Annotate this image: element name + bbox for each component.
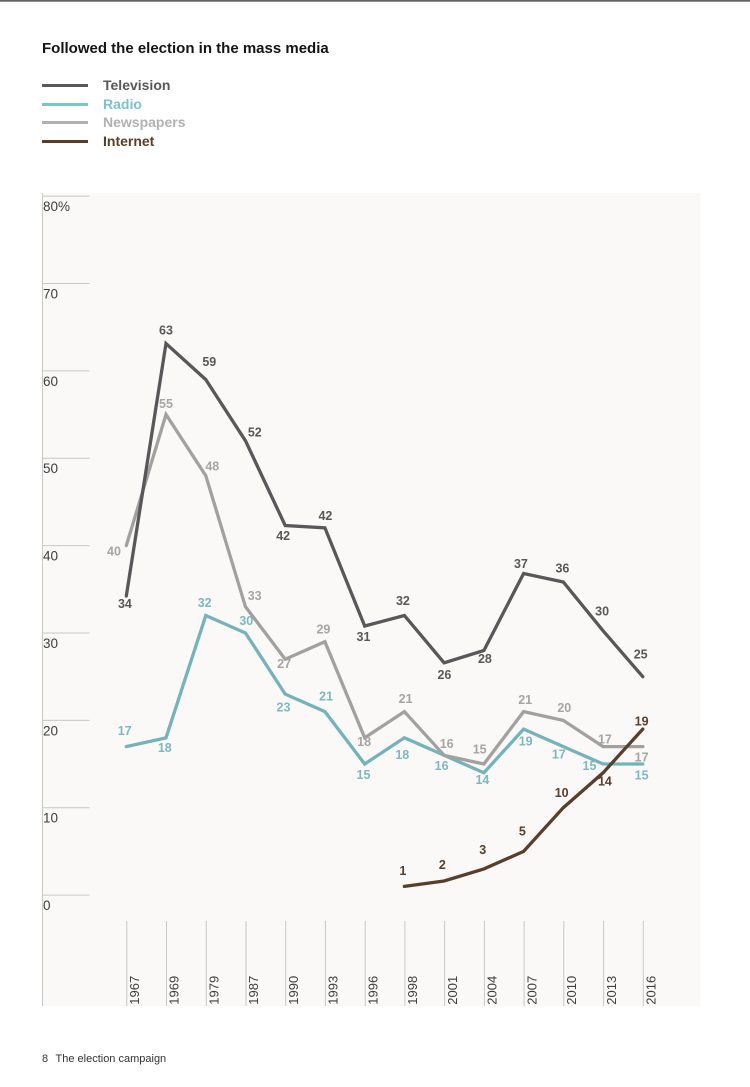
svg-text:1990: 1990 [286, 976, 301, 1005]
svg-text:18: 18 [395, 748, 409, 762]
svg-text:31: 31 [357, 630, 371, 644]
svg-text:34: 34 [118, 597, 132, 611]
svg-text:1979: 1979 [207, 976, 222, 1005]
svg-text:37: 37 [514, 557, 528, 571]
svg-text:17: 17 [598, 733, 612, 747]
svg-text:10: 10 [43, 811, 58, 826]
svg-text:1998: 1998 [405, 976, 420, 1005]
svg-text:52: 52 [248, 426, 262, 440]
svg-text:70: 70 [43, 287, 58, 302]
svg-text:1: 1 [399, 864, 406, 878]
svg-text:18: 18 [158, 741, 172, 755]
svg-text:30: 30 [239, 614, 253, 628]
svg-text:2004: 2004 [485, 976, 500, 1005]
svg-text:14: 14 [475, 773, 489, 787]
svg-text:10: 10 [555, 786, 569, 800]
svg-text:5: 5 [519, 824, 526, 838]
svg-text:15: 15 [635, 769, 649, 783]
svg-text:32: 32 [198, 596, 212, 610]
svg-text:0: 0 [43, 898, 51, 913]
svg-text:42: 42 [318, 509, 332, 523]
svg-text:32: 32 [396, 594, 410, 608]
svg-text:29: 29 [316, 622, 330, 636]
svg-text:40: 40 [43, 549, 58, 564]
svg-text:17: 17 [635, 751, 649, 765]
svg-text:26: 26 [437, 668, 451, 682]
svg-text:15: 15 [583, 759, 597, 773]
svg-text:16: 16 [435, 759, 449, 773]
svg-text:14: 14 [598, 775, 612, 789]
svg-text:2001: 2001 [445, 976, 460, 1005]
svg-text:25: 25 [634, 648, 648, 662]
svg-text:2013: 2013 [604, 976, 619, 1005]
svg-text:20: 20 [557, 701, 571, 715]
svg-text:27: 27 [277, 657, 291, 671]
svg-text:21: 21 [399, 692, 413, 706]
svg-text:55: 55 [159, 397, 173, 411]
svg-text:3: 3 [479, 843, 486, 857]
svg-text:50: 50 [43, 461, 58, 476]
svg-text:1993: 1993 [326, 976, 341, 1005]
svg-text:48: 48 [205, 459, 219, 473]
svg-text:1969: 1969 [167, 976, 182, 1005]
svg-text:28: 28 [478, 652, 492, 666]
svg-text:18: 18 [357, 735, 371, 749]
svg-text:42: 42 [276, 529, 290, 543]
svg-text:20: 20 [43, 723, 58, 738]
svg-text:2016: 2016 [644, 976, 659, 1005]
svg-text:36: 36 [555, 562, 569, 576]
svg-text:1996: 1996 [365, 976, 380, 1005]
svg-text:21: 21 [319, 689, 333, 703]
svg-text:30: 30 [43, 636, 58, 651]
svg-text:1967: 1967 [127, 976, 142, 1005]
svg-text:15: 15 [357, 768, 371, 782]
svg-text:33: 33 [248, 589, 262, 603]
svg-text:17: 17 [552, 748, 566, 762]
svg-text:15: 15 [473, 742, 487, 756]
svg-text:2: 2 [439, 858, 446, 872]
svg-text:2007: 2007 [524, 976, 539, 1005]
svg-text:80%: 80% [43, 199, 70, 214]
svg-text:2010: 2010 [564, 976, 579, 1005]
svg-text:40: 40 [107, 545, 121, 559]
svg-text:63: 63 [159, 323, 173, 337]
svg-text:59: 59 [202, 355, 216, 369]
svg-text:19: 19 [635, 714, 649, 728]
svg-text:19: 19 [519, 735, 533, 749]
svg-text:30: 30 [595, 604, 609, 618]
svg-text:60: 60 [43, 374, 58, 389]
svg-text:21: 21 [518, 693, 532, 707]
svg-text:23: 23 [277, 700, 291, 714]
svg-text:1987: 1987 [246, 976, 261, 1005]
svg-text:16: 16 [440, 737, 454, 751]
svg-text:17: 17 [118, 724, 132, 738]
